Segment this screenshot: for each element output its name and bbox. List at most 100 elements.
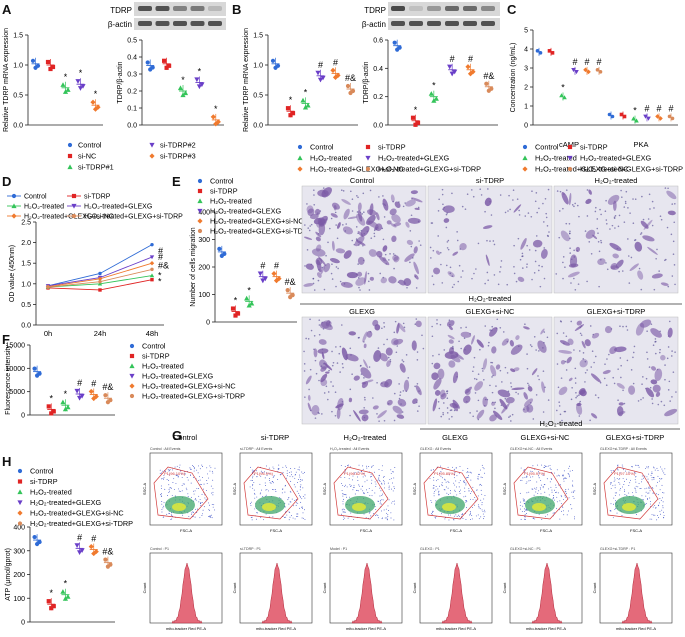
data-point (150, 242, 154, 247)
pore-dot (359, 365, 362, 367)
event-dot (302, 506, 304, 508)
event-dot (430, 469, 432, 471)
pore-dot (548, 231, 550, 233)
event-dot (433, 487, 435, 489)
y-tick-label: 0.2 (127, 89, 137, 96)
event-dot (645, 491, 647, 493)
event-dot (375, 508, 377, 510)
event-dot (661, 478, 663, 480)
migrated-cell (378, 256, 390, 266)
gate-p1 (423, 466, 479, 520)
event-dot (449, 514, 451, 516)
micro-title-2: si-TDRP (476, 176, 504, 185)
event-dot (357, 471, 359, 473)
event-dot (161, 508, 163, 510)
pore-dot (530, 215, 533, 218)
pore-dot (501, 381, 503, 383)
event-dot (352, 475, 354, 477)
event-dot (304, 497, 306, 499)
event-dot (358, 484, 360, 486)
legend-label: H₂O₂-treated+GLEXG (84, 204, 152, 211)
event-dot (458, 515, 460, 517)
event-dot (357, 490, 359, 492)
pore-dot (655, 257, 657, 260)
migrated-cell (391, 235, 397, 243)
y-tick-label: 0.5 (127, 38, 137, 45)
event-dot (273, 468, 275, 470)
event-dot (647, 467, 649, 469)
legend-label: H₂O₂-treated+GLEXG+si-TDRP (142, 392, 245, 401)
event-dot (466, 507, 467, 508)
event-dot (465, 495, 467, 497)
pore-dot (528, 384, 530, 386)
pore-dot (538, 378, 540, 381)
blot-band-tdrp (427, 6, 441, 11)
event-dot (610, 510, 612, 512)
y-tick-label: 0 (21, 413, 25, 420)
legend-label: H₂O₂-treated+GLEXG+si-NC (142, 382, 236, 391)
migrated-cell (612, 253, 619, 259)
event-dot (211, 492, 213, 494)
pore-dot (504, 211, 507, 214)
pore-dot (630, 256, 633, 259)
event-dot (524, 503, 526, 505)
event-dot (621, 464, 623, 466)
event-dot (619, 478, 621, 479)
event-dot (199, 479, 201, 481)
event-dot (299, 474, 301, 476)
migrated-cell (397, 322, 406, 333)
pore-dot (518, 209, 520, 212)
pore-dot (490, 361, 492, 364)
event-dot (566, 514, 568, 516)
legend-label: H₂O₂-treated (24, 204, 64, 211)
event-dot (441, 484, 443, 486)
pore-dot (651, 224, 654, 227)
event-dot (274, 489, 276, 491)
event-dot (522, 498, 524, 500)
pore-dot (513, 244, 515, 247)
event-dot (651, 514, 653, 516)
pore-dot (419, 244, 422, 246)
flow-hist-x-label: mito-tracker Red PE-A (526, 626, 566, 631)
pore-dot (482, 370, 484, 372)
event-dot (649, 518, 651, 520)
pore-dot (653, 207, 655, 209)
event-dot (572, 480, 574, 482)
pore-dot (453, 283, 455, 286)
panel-letter-f: F (2, 332, 10, 347)
pore-dot (606, 268, 609, 271)
pore-dot (494, 407, 496, 410)
gate-label: P1(95.85%) (434, 471, 456, 476)
event-dot (161, 501, 163, 503)
legend-label: H₂O₂-treated+GLEXG+si-NC (24, 214, 114, 221)
pore-dot (647, 218, 650, 220)
data-point (655, 114, 660, 119)
pore-dot (674, 351, 676, 353)
event-dot (298, 492, 300, 494)
event-dot (484, 509, 485, 511)
pore-dot (573, 277, 575, 280)
pore-dot (533, 272, 536, 274)
event-dot (657, 475, 659, 477)
event-dot (378, 477, 380, 479)
blot-b-tdrp-strip (388, 2, 500, 16)
pore-dot (328, 369, 330, 372)
pore-dot (650, 323, 653, 325)
event-dot (372, 465, 374, 466)
event-dot (663, 517, 665, 519)
event-dot (201, 493, 203, 495)
event-dot (542, 486, 544, 488)
event-dot (572, 490, 574, 492)
event-dot (481, 477, 483, 478)
event-dot (382, 499, 384, 501)
migrated-cell (588, 189, 592, 195)
pore-dot (312, 277, 315, 280)
legend-marker (149, 153, 155, 159)
event-dot (170, 513, 172, 515)
pore-dot (304, 396, 306, 398)
event-dot (342, 493, 344, 495)
event-dot (458, 482, 460, 484)
pore-dot (640, 398, 642, 401)
event-dot (252, 471, 254, 473)
blot-band-actin (208, 21, 222, 26)
